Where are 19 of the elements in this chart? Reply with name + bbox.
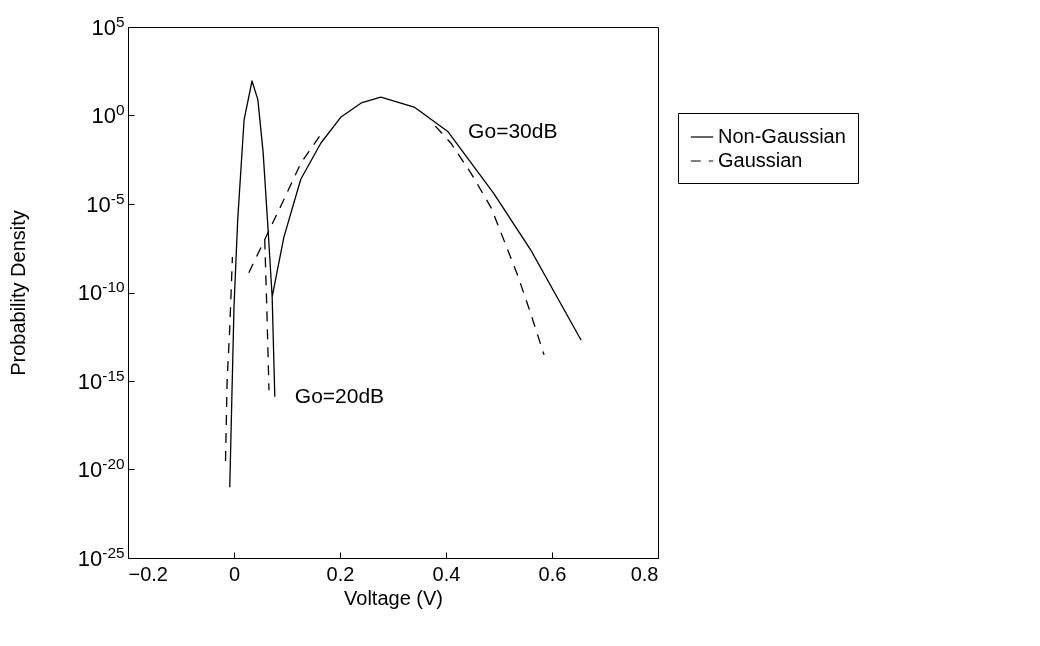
legend-label: Non-Gaussian bbox=[718, 125, 846, 147]
x-axis-title: Voltage (V) bbox=[344, 586, 443, 609]
x-tick-label: 0 bbox=[228, 562, 241, 585]
y-tick-label: 10$^{5}$ bbox=[91, 12, 125, 40]
y-tick-label: 10$^{-20}$ bbox=[77, 454, 125, 482]
x-tick-label: −0.2 bbox=[128, 562, 168, 585]
x-tick-label: 0.8 bbox=[630, 562, 659, 585]
x-tick-label: 0.2 bbox=[326, 562, 355, 585]
y-tick-label: 10$^{-5}$ bbox=[86, 189, 125, 217]
y-tick-label: 10$^{-15}$ bbox=[77, 366, 125, 394]
x-tick-label: 0.6 bbox=[538, 562, 567, 585]
y-axis-title: Probability Density bbox=[6, 210, 29, 376]
legend-label: Gaussian bbox=[718, 149, 803, 171]
annotation: Go=20dB bbox=[294, 383, 385, 407]
y-tick-label: 10$^{-25}$ bbox=[77, 543, 125, 571]
y-tick-label: 10$^{0}$ bbox=[91, 100, 125, 128]
y-tick-label: 10$^{-10}$ bbox=[77, 277, 125, 305]
annotation: Go=30dB bbox=[468, 118, 558, 142]
x-tick-label: 0.4 bbox=[432, 562, 461, 585]
